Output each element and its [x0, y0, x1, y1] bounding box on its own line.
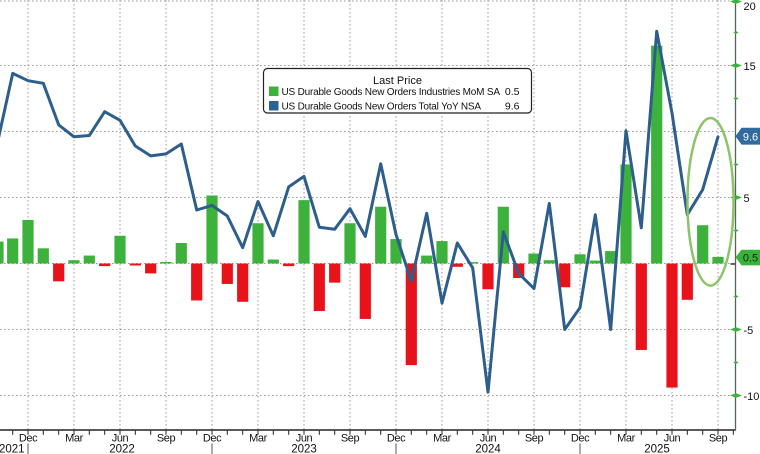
- svg-text:Mar: Mar: [249, 433, 267, 445]
- svg-text:9.6: 9.6: [505, 101, 520, 113]
- svg-text:2024: 2024: [475, 444, 501, 454]
- svg-text:20: 20: [744, 1, 756, 13]
- svg-text:Jun: Jun: [664, 433, 681, 445]
- svg-text:Mar: Mar: [617, 433, 635, 445]
- svg-text:2025: 2025: [644, 444, 670, 454]
- svg-text:Jun: Jun: [296, 433, 313, 445]
- svg-text:Dec: Dec: [203, 433, 222, 445]
- svg-text:Mar: Mar: [65, 433, 83, 445]
- svg-text:Dec: Dec: [387, 433, 406, 445]
- svg-text:Jun: Jun: [112, 433, 129, 445]
- svg-text:Last Price: Last Price: [373, 75, 422, 87]
- svg-text:9.6: 9.6: [743, 132, 758, 144]
- svg-text:Dec: Dec: [19, 433, 38, 445]
- svg-text:Jun: Jun: [480, 433, 497, 445]
- svg-text:2022: 2022: [109, 444, 135, 454]
- svg-text:5: 5: [744, 193, 750, 205]
- svg-text:Sep: Sep: [525, 433, 544, 445]
- svg-text:-5: -5: [744, 325, 754, 337]
- svg-text:Dec: Dec: [571, 433, 590, 445]
- svg-text:2023: 2023: [291, 444, 317, 454]
- svg-text:2021: 2021: [0, 444, 25, 454]
- svg-text:0.5: 0.5: [743, 253, 758, 265]
- svg-text:-10: -10: [744, 391, 760, 403]
- svg-text:US Durable Goods New Orders In: US Durable Goods New Orders Industries M…: [282, 87, 501, 98]
- svg-text:Mar: Mar: [433, 433, 451, 445]
- svg-text:15: 15: [744, 61, 756, 73]
- svg-text:US Durable Goods New Orders To: US Durable Goods New Orders Total YoY NS…: [282, 102, 482, 113]
- svg-text:Sep: Sep: [709, 433, 728, 445]
- svg-text:Sep: Sep: [341, 433, 360, 445]
- svg-text:0.5: 0.5: [505, 86, 520, 98]
- svg-text:Sep: Sep: [157, 433, 176, 445]
